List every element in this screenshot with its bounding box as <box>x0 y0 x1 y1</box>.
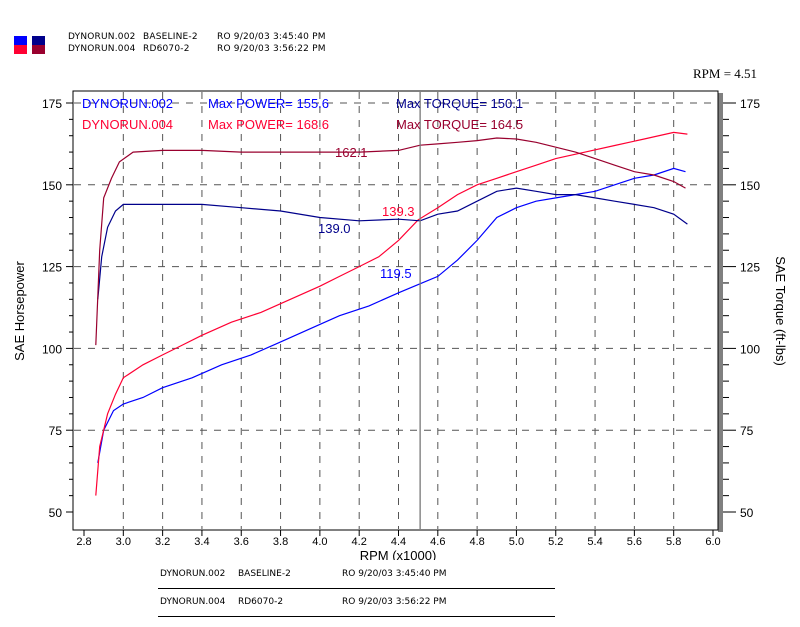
run2-torque-color-swatch <box>32 45 45 54</box>
x-tick-label: 4.4 <box>391 536 406 548</box>
legend-max-torque: Max TORQUE= 150.1 <box>396 96 523 111</box>
y-axis-label-right: SAE Torque (ft-lbs) <box>773 256 788 366</box>
header-run1-desc: BASELINE-2 <box>143 32 198 42</box>
y-tick-label-right: 50 <box>740 506 754 520</box>
legend-max-power: Max POWER= 168.6 <box>208 117 329 132</box>
y-tick-label-left: 50 <box>49 506 63 520</box>
x-tick-label: 5.6 <box>627 536 642 548</box>
series-line-0 <box>97 167 686 464</box>
series-line-1 <box>95 131 688 496</box>
x-tick-label: 4.0 <box>312 536 327 548</box>
table-run1-info: RO 9/20/03 3:45:40 PM <box>342 569 447 579</box>
y-tick-label-right: 175 <box>740 97 760 111</box>
x-tick-label: 5.0 <box>509 536 524 548</box>
header-run2-info: RO 9/20/03 3:56:22 PM <box>217 44 326 54</box>
x-tick-label: 4.8 <box>469 536 484 548</box>
run1-power-color-swatch <box>14 36 27 45</box>
header-run1-name: DYNORUN.002 <box>68 32 136 42</box>
cursor-value-label: 162.1 <box>335 145 368 160</box>
dyno-chart: 2.8 3.0 3.2 3.4 3.6 3.8 4.0 4.2 4.4 4.6 4.8 5.0 5.2 5… <box>12 90 788 560</box>
header-run1-info: RO 9/20/03 3:45:40 PM <box>217 32 326 42</box>
x-tick-label: 4.6 <box>430 536 445 548</box>
legend-run-name: DYNORUN.002 <box>82 96 173 111</box>
rpm-readout: RPM = 4.51 <box>693 66 758 81</box>
x-tick-label: 3.4 <box>194 536 209 548</box>
cursor-value-label: 119.5 <box>380 266 412 281</box>
x-tick-label: 3.8 <box>273 536 288 548</box>
table-run2-desc: RD6070-2 <box>238 597 284 607</box>
cursor-value-label: 139.3 <box>382 204 415 219</box>
y-tick-label-right: 150 <box>740 179 760 193</box>
y-tick-label-right: 75 <box>740 424 754 438</box>
table-run2-info: RO 9/20/03 3:56:22 PM <box>342 597 447 607</box>
y-tick-label-right: 125 <box>740 261 760 275</box>
y-tick-label-right: 100 <box>740 342 760 356</box>
x-tick-label: 5.2 <box>548 536 563 548</box>
x-tick-label: 5.4 <box>587 536 602 548</box>
legend-run-name: DYNORUN.004 <box>82 117 173 132</box>
header-run2-desc: RD6070-2 <box>143 44 190 54</box>
frame-shadow <box>718 93 723 532</box>
run2-power-color-swatch <box>14 45 27 54</box>
x-tick-label: 5.8 <box>666 536 681 548</box>
y-tick-label-left: 75 <box>49 424 63 438</box>
x-tick-label: 2.8 <box>76 536 91 548</box>
x-tick-label: 4.2 <box>352 536 367 548</box>
x-tick-label: 3.0 <box>116 536 131 548</box>
x-tick-label: 3.6 <box>234 536 249 548</box>
series-line-2 <box>97 187 688 300</box>
cursor-value-label: 139.0 <box>318 221 351 236</box>
legend-max-power: Max POWER= 155.6 <box>208 96 329 111</box>
y-tick-label-left: 125 <box>42 261 62 275</box>
y-tick-label-left: 150 <box>42 179 62 193</box>
x-tick-label: 6.0 <box>705 536 720 548</box>
x-tick-label: 3.2 <box>155 536 170 548</box>
table-divider <box>158 588 555 589</box>
legend-max-torque: Max TORQUE= 164.5 <box>396 117 523 132</box>
table-run2-name: DYNORUN.004 <box>160 597 226 607</box>
table-divider <box>158 616 555 617</box>
y-tick-label-left: 175 <box>42 97 62 111</box>
series-line-3 <box>95 137 686 346</box>
plot-frame <box>72 90 719 531</box>
y-axis-label-left: SAE Horsepower <box>12 260 27 360</box>
x-axis-label: RPM (x1000) <box>360 548 437 560</box>
header-run2-name: DYNORUN.004 <box>68 44 136 54</box>
run1-torque-color-swatch <box>32 36 45 45</box>
y-tick-label-left: 100 <box>42 342 62 356</box>
table-run1-desc: BASELINE-2 <box>238 569 291 579</box>
table-run1-name: DYNORUN.002 <box>160 569 226 579</box>
